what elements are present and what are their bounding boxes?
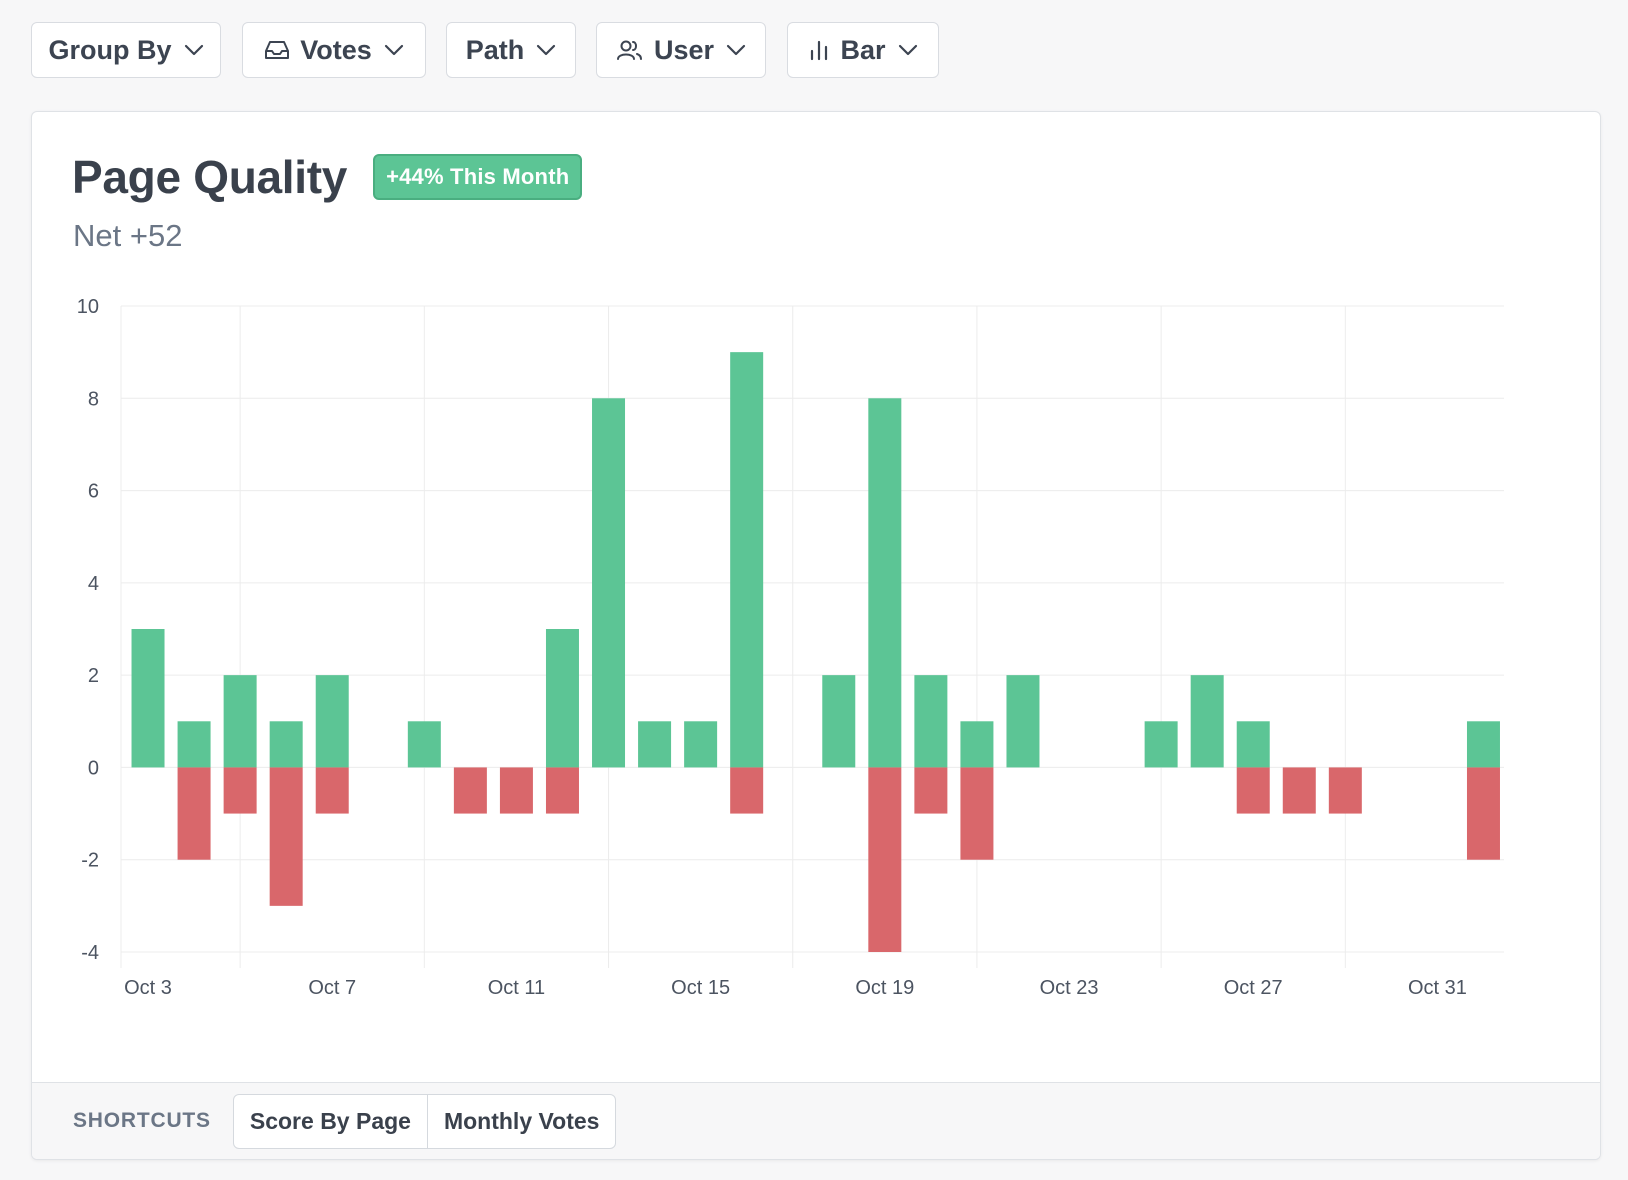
y-tick-label: -4 — [81, 942, 99, 964]
path-label: Path — [465, 34, 525, 65]
bar-positive — [131, 629, 165, 768]
bar-positive — [960, 721, 994, 768]
bar-negative — [269, 767, 303, 906]
y-tick-label: 4 — [88, 573, 99, 595]
user-label: User — [653, 34, 715, 65]
score-by-page-button[interactable]: Score By Page — [249, 1107, 411, 1134]
bar-negative — [1328, 767, 1362, 814]
bar-positive — [223, 675, 257, 768]
bar-positive — [592, 398, 626, 768]
path-dropdown[interactable]: Path — [446, 22, 576, 78]
bar-positive — [730, 352, 764, 768]
chevron-down-icon — [898, 44, 918, 56]
bar-positive — [1144, 721, 1178, 768]
bar-chart-icon — [808, 39, 830, 61]
y-tick-label: -2 — [81, 850, 99, 872]
shortcuts-bar: SHORTCUTS Score By Page Monthly Votes — [32, 1082, 1600, 1159]
bar-positive — [1006, 675, 1040, 768]
bar-negative — [315, 767, 349, 814]
bar-positive — [1466, 721, 1500, 768]
x-tick-label: Oct 15 — [671, 977, 730, 999]
bar-negative — [1282, 767, 1316, 814]
chart-type-dropdown[interactable]: Bar — [787, 22, 939, 78]
title-row: Page Quality +44% This Month — [72, 150, 583, 204]
votes-dropdown[interactable]: Votes — [242, 22, 426, 78]
x-tick-label: Oct 31 — [1408, 977, 1467, 999]
shortcuts-label: SHORTCUTS — [73, 1109, 211, 1132]
bar-positive — [545, 629, 579, 768]
bar-negative — [545, 767, 579, 814]
chevron-down-icon — [726, 44, 746, 56]
chart-card: Page Quality +44% This Month Net +52 -4-… — [31, 111, 1601, 1160]
user-dropdown[interactable]: User — [596, 22, 766, 78]
chevron-down-icon — [184, 44, 204, 56]
bar-negative — [914, 767, 948, 814]
bar-negative — [177, 767, 211, 860]
chevron-down-icon — [384, 44, 404, 56]
y-tick-label: 2 — [88, 665, 99, 687]
bar-positive — [638, 721, 672, 768]
x-tick-label: Oct 11 — [488, 977, 545, 999]
bar-negative — [1236, 767, 1270, 814]
x-tick-label: Oct 19 — [855, 977, 914, 999]
bar-positive — [315, 675, 349, 768]
bar-negative — [453, 767, 487, 814]
bar-negative — [223, 767, 257, 814]
y-tick-label: 6 — [88, 481, 99, 503]
bar-negative — [499, 767, 533, 814]
bar-positive — [684, 721, 718, 768]
bar-positive — [914, 675, 948, 768]
bar-positive — [269, 721, 303, 768]
y-tick-label: 0 — [88, 757, 99, 779]
bar-label: Bar — [840, 34, 886, 65]
page-title: Page Quality — [72, 151, 348, 203]
bar-negative — [868, 767, 902, 952]
x-tick-label: Oct 23 — [1040, 977, 1099, 999]
x-tick-label: Oct 7 — [308, 977, 356, 999]
change-badge: +44% This Month — [373, 154, 583, 200]
users-icon — [616, 39, 644, 61]
y-tick-label: 10 — [77, 296, 99, 318]
bar-negative — [730, 767, 764, 814]
bar-negative — [1466, 767, 1500, 860]
bar-positive — [407, 721, 441, 768]
votes-label: Votes — [300, 34, 372, 65]
net-score: Net +52 — [73, 218, 183, 253]
shortcut-group: Score By Page Monthly Votes — [232, 1093, 617, 1149]
inbox-icon — [264, 39, 290, 61]
chevron-down-icon — [536, 44, 556, 56]
x-tick-label: Oct 3 — [124, 977, 172, 999]
bar-positive — [822, 675, 856, 768]
bar-chart: -4 -2 0 2 4 6 8 10 Oct 3 Oct 7 Oct 11 Oct 15 Oct 19 O… — [77, 296, 1504, 999]
bar-positive — [868, 398, 902, 768]
x-tick-label: Oct 27 — [1224, 977, 1283, 999]
bar-positive — [1190, 675, 1224, 768]
group-by-dropdown[interactable]: Group By — [31, 22, 221, 78]
bar-positive — [177, 721, 211, 768]
group-by-label: Group By — [48, 34, 172, 65]
bar-positive — [1236, 721, 1270, 768]
y-tick-label: 8 — [88, 388, 99, 410]
monthly-votes-button[interactable]: Monthly Votes — [426, 1094, 615, 1148]
bar-negative — [960, 767, 994, 860]
